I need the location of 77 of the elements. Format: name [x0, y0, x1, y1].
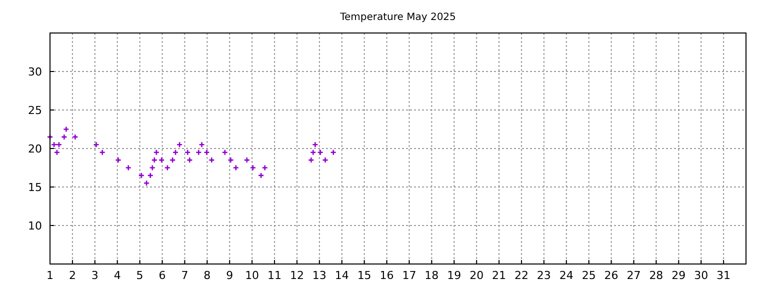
x-tick-label: 18 [424, 269, 439, 282]
point [195, 149, 202, 156]
x-tick-label: 29 [672, 269, 686, 282]
x-tick-label: 22 [514, 269, 528, 282]
x-tick-label: 23 [536, 269, 551, 282]
point [204, 149, 210, 156]
point [308, 156, 314, 164]
point [172, 149, 179, 156]
point [54, 149, 60, 156]
x-tick-label: 1 [46, 269, 54, 282]
point [56, 142, 62, 148]
x-tick-label: 25 [582, 269, 596, 282]
point [208, 156, 215, 164]
y-tick-label: 30 [28, 66, 42, 78]
point [50, 142, 58, 148]
x-tick-label: 10 [245, 269, 260, 282]
x-tick-label: 26 [604, 269, 618, 282]
point [312, 142, 318, 148]
point [72, 134, 78, 140]
point [310, 149, 316, 156]
x-tick-label: 27 [626, 269, 641, 282]
point [330, 149, 336, 156]
x-tick-label: 31 [716, 269, 731, 282]
y-tick-label: 10 [28, 220, 42, 232]
point [153, 149, 160, 156]
point [262, 164, 268, 171]
point [138, 172, 145, 179]
x-tick-label: 17 [402, 269, 416, 282]
x-tick-label: 4 [114, 269, 121, 282]
point [147, 172, 154, 179]
point [169, 156, 176, 164]
chart-title: Temperature May 2025 [339, 12, 456, 23]
point [250, 164, 256, 171]
point [125, 164, 132, 171]
x-tick-label: 5 [136, 269, 144, 282]
point [164, 164, 171, 171]
point [198, 142, 205, 148]
y-tick-label: 20 [28, 142, 42, 156]
point [222, 149, 228, 156]
x-tick-label: 7 [181, 269, 188, 282]
point [158, 156, 165, 164]
point [244, 156, 250, 164]
x-tick-label: 11 [268, 269, 282, 282]
x-tick-label: 8 [204, 269, 211, 282]
point [317, 149, 324, 156]
point [151, 156, 158, 164]
point [322, 156, 328, 164]
point [60, 134, 68, 140]
point [184, 149, 191, 156]
x-tick-label: 14 [334, 269, 349, 282]
point [232, 164, 240, 171]
x-tick-label: 21 [492, 269, 506, 282]
point [149, 164, 156, 171]
x-tick-label: 30 [694, 269, 708, 282]
point [258, 172, 264, 179]
x-tick-label: 15 [357, 269, 372, 282]
x-tick-label: 9 [226, 269, 234, 282]
point [93, 142, 100, 148]
x-tick-label: 16 [380, 269, 394, 282]
y-tick-label: 15 [28, 181, 42, 194]
x-tick-label: 28 [649, 269, 664, 282]
point [186, 156, 193, 164]
point [63, 126, 70, 132]
point [99, 149, 106, 156]
x-tick-label: 20 [470, 269, 484, 282]
x-tick-label: 24 [559, 269, 574, 282]
point [176, 142, 183, 148]
x-tick-label: 2 [68, 269, 76, 282]
point [115, 156, 122, 164]
point [228, 156, 234, 164]
x-tick-label: 12 [290, 269, 304, 282]
point [143, 180, 150, 186]
x-tick-label: 6 [158, 269, 166, 282]
y-tick-label: 25 [28, 104, 42, 117]
x-tick-label: 13 [312, 269, 326, 282]
x-tick-label: 19 [447, 269, 462, 282]
x-tick-label: 3 [91, 269, 98, 282]
